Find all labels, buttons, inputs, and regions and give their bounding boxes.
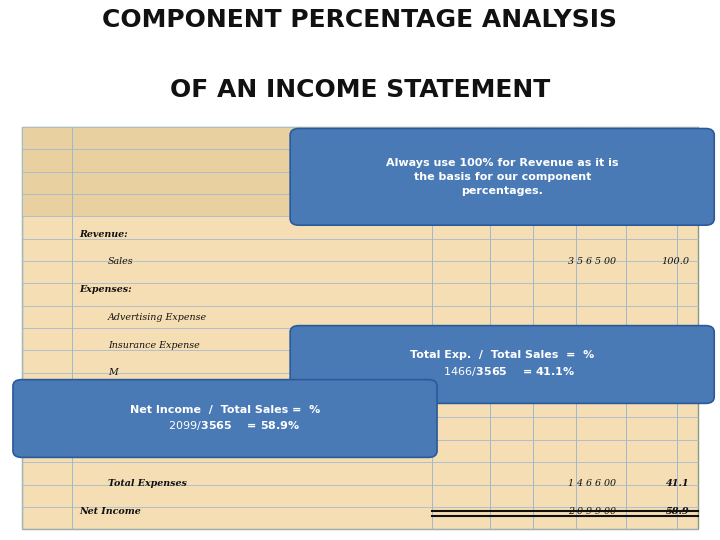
Text: Net Income  /  Total Sales =  %
     $2099    /     $3565    = 58.9%: Net Income / Total Sales = % $2099 / $35…: [130, 404, 320, 433]
Text: Total Expenses: Total Expenses: [108, 479, 187, 488]
Text: Expenses:: Expenses:: [79, 285, 132, 294]
Text: Revenue:: Revenue:: [79, 230, 128, 239]
FancyBboxPatch shape: [290, 129, 714, 225]
Text: Total Exp.  /  Total Sales  =  %
    $1466    /      $3565    = 41.1%: Total Exp. / Total Sales = % $1466 / $35…: [410, 350, 594, 379]
Text: M: M: [108, 368, 118, 377]
Text: U: U: [108, 451, 116, 460]
Text: 58.9: 58.9: [666, 507, 690, 516]
Text: 3 5 6 5 00: 3 5 6 5 00: [567, 258, 616, 266]
Text: Insurance Expense: Insurance Expense: [108, 341, 199, 349]
Text: COMPONENT PERCENTAGE ANALYSIS: COMPONENT PERCENTAGE ANALYSIS: [102, 8, 618, 32]
Text: For Month Ended A: For Month Ended A: [313, 200, 410, 209]
Text: 1 4 6 6 00: 1 4 6 6 00: [567, 479, 616, 488]
Text: S: S: [108, 424, 114, 433]
FancyBboxPatch shape: [22, 127, 698, 529]
Text: Income Stat: Income Stat: [351, 170, 410, 179]
Text: Advertising Expense: Advertising Expense: [108, 313, 207, 322]
Text: TechKnow Co: TechKnow Co: [343, 140, 410, 149]
Text: R: R: [108, 396, 115, 405]
FancyBboxPatch shape: [13, 380, 437, 457]
Polygon shape: [576, 219, 626, 221]
Polygon shape: [302, 451, 360, 454]
Polygon shape: [562, 397, 626, 400]
Text: 2 0 9 9 00: 2 0 9 9 00: [567, 507, 616, 516]
Text: 100.0: 100.0: [662, 258, 690, 266]
FancyBboxPatch shape: [22, 127, 698, 217]
Text: Always use 100% for Revenue as it is
the basis for our component
percentages.: Always use 100% for Revenue as it is the…: [386, 158, 618, 196]
Text: 41.1: 41.1: [666, 479, 690, 488]
Text: Sales: Sales: [108, 258, 134, 266]
Text: OF AN INCOME STATEMENT: OF AN INCOME STATEMENT: [170, 78, 550, 102]
Text: Net Income: Net Income: [79, 507, 141, 516]
FancyBboxPatch shape: [290, 326, 714, 403]
